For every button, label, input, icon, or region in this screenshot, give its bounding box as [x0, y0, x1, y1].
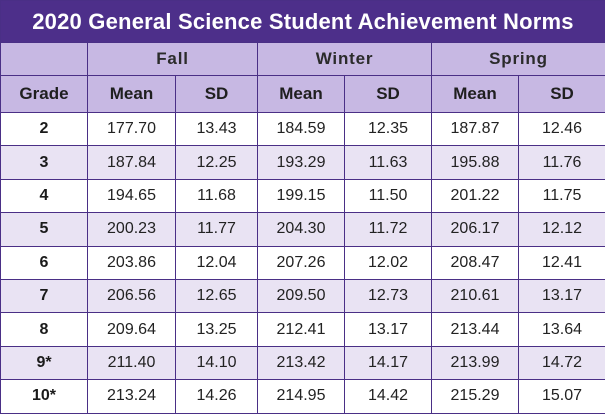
fall-mean-cell: 209.64 [87, 312, 176, 347]
winter-sd-cell: 11.72 [344, 212, 432, 247]
spring-mean-cell: 187.87 [431, 111, 519, 147]
winter-mean-cell: 184.59 [257, 111, 345, 147]
fall-sd-cell: 12.65 [175, 278, 258, 314]
fall-sd-cell: 11.77 [175, 212, 258, 247]
winter-sd-cell: 12.35 [344, 111, 432, 147]
grade-cell: 10* [0, 379, 88, 414]
season-header-winter: Winter [257, 42, 432, 76]
grade-cell: 6 [0, 245, 88, 280]
fall-mean-cell: 211.40 [87, 345, 176, 381]
fall-sd-cell: 14.10 [175, 345, 258, 381]
column-header-grade: Grade [0, 75, 88, 113]
grade-cell: 4 [0, 178, 88, 214]
grade-cell: 5 [0, 212, 88, 247]
season-header-spring: Spring [431, 42, 605, 76]
winter-mean-cell: 213.42 [257, 345, 345, 381]
column-header-spring-sd: SD [518, 75, 605, 113]
grade-cell: 7 [0, 278, 88, 314]
spring-mean-cell: 201.22 [431, 178, 519, 214]
winter-sd-cell: 11.50 [344, 178, 432, 214]
column-header-fall-mean: Mean [87, 75, 176, 113]
column-header-spring-mean: Mean [431, 75, 519, 113]
spring-sd-cell: 12.12 [518, 212, 605, 247]
column-header-row: Grade Mean SD Mean SD Mean SD [0, 75, 605, 113]
grade-cell: 3 [0, 145, 88, 180]
table-row: 5 200.23 11.77 204.30 11.72 206.17 12.12 [0, 212, 605, 247]
fall-mean-cell: 200.23 [87, 212, 176, 247]
spring-sd-cell: 11.76 [518, 145, 605, 180]
fall-mean-cell: 203.86 [87, 245, 176, 280]
winter-sd-cell: 11.63 [344, 145, 432, 180]
spring-mean-cell: 215.29 [431, 379, 519, 414]
fall-sd-cell: 11.68 [175, 178, 258, 214]
spring-sd-cell: 13.17 [518, 278, 605, 314]
season-header-blank [0, 42, 88, 76]
table-row: 6 203.86 12.04 207.26 12.02 208.47 12.41 [0, 245, 605, 280]
spring-sd-cell: 12.41 [518, 245, 605, 280]
grade-cell: 9* [0, 345, 88, 381]
fall-sd-cell: 14.26 [175, 379, 258, 414]
season-header-row: Fall Winter Spring [0, 42, 605, 76]
spring-sd-cell: 14.72 [518, 345, 605, 381]
spring-mean-cell: 213.99 [431, 345, 519, 381]
spring-mean-cell: 206.17 [431, 212, 519, 247]
table-row: 3 187.84 12.25 193.29 11.63 195.88 11.76 [0, 145, 605, 180]
fall-mean-cell: 177.70 [87, 111, 176, 147]
winter-mean-cell: 214.95 [257, 379, 345, 414]
column-header-winter-sd: SD [344, 75, 432, 113]
winter-sd-cell: 12.73 [344, 278, 432, 314]
column-header-winter-mean: Mean [257, 75, 345, 113]
fall-sd-cell: 12.04 [175, 245, 258, 280]
spring-mean-cell: 195.88 [431, 145, 519, 180]
spring-sd-cell: 12.46 [518, 111, 605, 147]
title-row: 2020 General Science Student Achievement… [0, 0, 605, 43]
spring-sd-cell: 11.75 [518, 178, 605, 214]
grade-cell: 8 [0, 312, 88, 347]
fall-mean-cell: 194.65 [87, 178, 176, 214]
winter-sd-cell: 13.17 [344, 312, 432, 347]
winter-mean-cell: 207.26 [257, 245, 345, 280]
winter-sd-cell: 14.17 [344, 345, 432, 381]
fall-mean-cell: 206.56 [87, 278, 176, 314]
spring-mean-cell: 210.61 [431, 278, 519, 314]
fall-sd-cell: 13.25 [175, 312, 258, 347]
spring-mean-cell: 208.47 [431, 245, 519, 280]
winter-sd-cell: 12.02 [344, 245, 432, 280]
fall-mean-cell: 187.84 [87, 145, 176, 180]
fall-mean-cell: 213.24 [87, 379, 176, 414]
spring-sd-cell: 15.07 [518, 379, 605, 414]
spring-mean-cell: 213.44 [431, 312, 519, 347]
season-header-fall: Fall [87, 42, 258, 76]
table-row: 8 209.64 13.25 212.41 13.17 213.44 13.64 [0, 312, 605, 347]
table-row: 7 206.56 12.65 209.50 12.73 210.61 13.17 [0, 278, 605, 314]
winter-sd-cell: 14.42 [344, 379, 432, 414]
table-row: 2 177.70 13.43 184.59 12.35 187.87 12.46 [0, 111, 605, 147]
table-body: 2 177.70 13.43 184.59 12.35 187.87 12.46… [0, 111, 605, 414]
column-header-fall-sd: SD [175, 75, 258, 113]
fall-sd-cell: 12.25 [175, 145, 258, 180]
table-title: 2020 General Science Student Achievement… [0, 0, 605, 43]
grade-cell: 2 [0, 111, 88, 147]
winter-mean-cell: 204.30 [257, 212, 345, 247]
winter-mean-cell: 199.15 [257, 178, 345, 214]
table-row: 9* 211.40 14.10 213.42 14.17 213.99 14.7… [0, 345, 605, 381]
fall-sd-cell: 13.43 [175, 111, 258, 147]
spring-sd-cell: 13.64 [518, 312, 605, 347]
winter-mean-cell: 212.41 [257, 312, 345, 347]
table-row: 4 194.65 11.68 199.15 11.50 201.22 11.75 [0, 178, 605, 214]
winter-mean-cell: 193.29 [257, 145, 345, 180]
winter-mean-cell: 209.50 [257, 278, 345, 314]
table-row: 10* 213.24 14.26 214.95 14.42 215.29 15.… [0, 379, 605, 414]
